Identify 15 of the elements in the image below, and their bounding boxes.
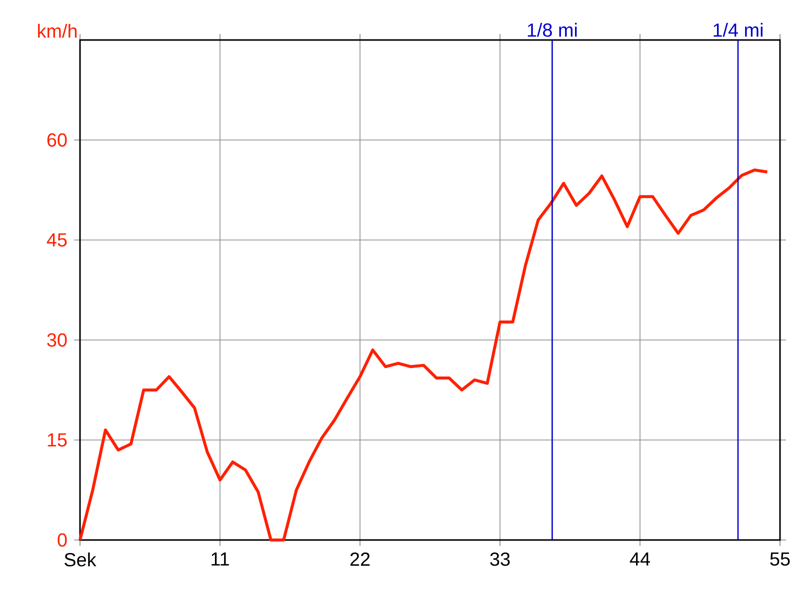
y-axis-title: km/h — [38, 24, 77, 38]
x-tick-label: 11 — [212, 552, 229, 566]
y-tick-label: 15 — [48, 433, 67, 447]
y-tick-label: 30 — [47, 333, 67, 347]
y-tick-label: 60 — [47, 133, 67, 147]
x-tick-label: 44 — [630, 552, 650, 566]
x-tick-label: 33 — [490, 552, 510, 566]
y-tick-label: 45 — [46, 233, 67, 247]
line-series — [78, 168, 769, 542]
ref-line-label: 1/8 mi — [528, 22, 577, 37]
x-tick-label: Sek — [64, 552, 96, 566]
x-tick-label: 55 — [770, 552, 790, 566]
x-tick-label: 22 — [350, 552, 370, 566]
y-tick-label: 0 — [58, 533, 67, 547]
ref-line-label: 1/4 mi — [714, 22, 762, 37]
